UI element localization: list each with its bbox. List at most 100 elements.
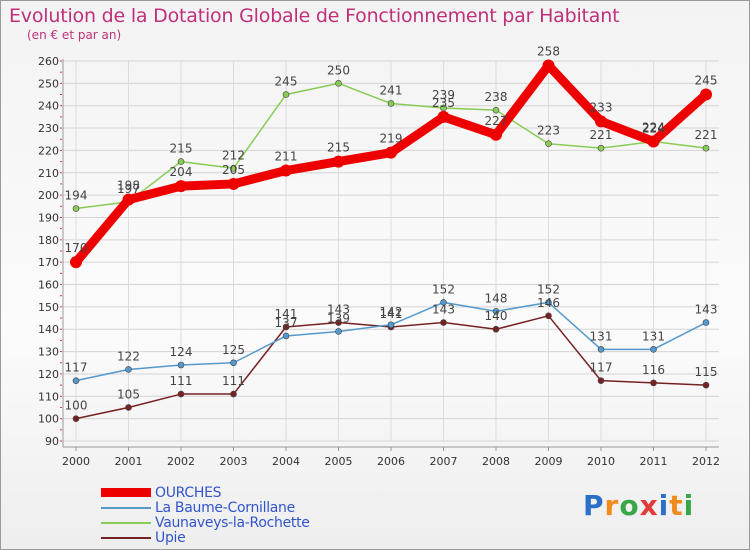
data-point xyxy=(230,164,237,172)
data-label: 100 xyxy=(65,399,88,413)
y-tick-label: 200 xyxy=(38,189,59,202)
y-tick-label: 260 xyxy=(38,55,59,68)
y-tick-label: 100 xyxy=(38,413,59,426)
data-label: 233 xyxy=(590,100,613,114)
data-label: 170 xyxy=(65,241,88,255)
data-point xyxy=(490,128,502,141)
x-tick-label: 2001 xyxy=(115,455,143,468)
data-label: 221 xyxy=(695,128,718,142)
data-point xyxy=(542,59,555,72)
legend-swatch xyxy=(101,506,151,509)
y-tick-label: 190 xyxy=(38,211,59,224)
data-label: 224 xyxy=(642,120,665,134)
x-tick-label: 2006 xyxy=(377,455,405,468)
data-point xyxy=(492,106,500,114)
data-point xyxy=(332,155,345,168)
x-tick-label: 2003 xyxy=(220,455,248,468)
data-point xyxy=(650,379,657,387)
data-point xyxy=(72,377,80,384)
data-label: 211 xyxy=(275,150,298,164)
data-labels: 100 105 111 111 141 143 141 143 140 146 117 116 115 1… xyxy=(65,44,718,412)
legend-label: Vaunaveys-la-Rochette xyxy=(155,514,310,531)
chart-subtitle: (en € et par an) xyxy=(27,28,122,42)
x-tick-label: 2008 xyxy=(482,455,510,468)
y-tick-label: 230 xyxy=(38,122,59,135)
data-label: 215 xyxy=(327,141,350,155)
data-point xyxy=(230,359,237,367)
legend-item: OURCHES xyxy=(101,484,310,501)
data-label: 124 xyxy=(170,345,193,359)
data-label: 111 xyxy=(222,374,245,388)
data-label: 139 xyxy=(327,311,350,325)
chart-title: Evolution de la Dotation Globale de Fonc… xyxy=(9,5,620,27)
data-point xyxy=(492,325,500,333)
x-tick-label: 2005 xyxy=(325,455,353,468)
data-label: 143 xyxy=(695,303,718,317)
y-tick-label: 110 xyxy=(38,390,59,403)
x-tick-label: 2011 xyxy=(640,455,668,468)
data-point xyxy=(545,140,552,148)
data-point xyxy=(597,346,605,353)
legend-label: Upie xyxy=(155,529,186,546)
data-point xyxy=(335,319,342,326)
proxiti-logo: Proxiti xyxy=(583,489,695,522)
data-label: 142 xyxy=(380,305,403,319)
data-label: 245 xyxy=(695,74,718,88)
data-point xyxy=(282,323,290,331)
data-point xyxy=(230,390,237,398)
data-point xyxy=(650,346,657,353)
data-point xyxy=(387,100,395,107)
data-label: 116 xyxy=(642,363,665,377)
data-label: 141 xyxy=(380,307,403,321)
data-label: 258 xyxy=(537,44,560,58)
data-label: 212 xyxy=(222,148,245,162)
data-label: 245 xyxy=(275,75,298,89)
data-label: 227 xyxy=(485,114,508,128)
data-label: 205 xyxy=(222,163,245,177)
x-tick-label: 2009 xyxy=(535,455,563,468)
y-tick-label: 220 xyxy=(38,144,59,157)
data-point xyxy=(282,91,290,98)
data-point xyxy=(702,319,710,326)
data-label: 224 xyxy=(642,121,665,135)
data-point xyxy=(72,415,80,422)
data-point xyxy=(385,146,397,159)
series-points xyxy=(70,59,712,422)
data-label: 143 xyxy=(327,303,350,317)
y-tick-label: 170 xyxy=(38,256,59,269)
y-tick-label: 180 xyxy=(38,234,59,247)
legend-label: OURCHES xyxy=(155,484,222,501)
x-tick-label: 2012 xyxy=(692,455,720,468)
data-point xyxy=(177,158,185,165)
data-label: 111 xyxy=(170,374,193,388)
data-point xyxy=(597,144,605,152)
data-point xyxy=(70,256,82,269)
y-tick-label: 250 xyxy=(38,77,59,90)
data-label: 152 xyxy=(432,282,455,296)
data-point xyxy=(387,321,395,329)
y-tick-label: 140 xyxy=(38,323,59,336)
data-point xyxy=(72,205,80,212)
axes xyxy=(60,59,719,451)
data-label: 131 xyxy=(590,329,613,343)
data-label: 223 xyxy=(537,124,560,138)
data-point xyxy=(177,361,185,369)
data-point xyxy=(545,312,552,320)
data-label: 235 xyxy=(432,96,455,110)
data-point xyxy=(702,381,710,389)
y-tick-label: 120 xyxy=(38,368,59,381)
data-label: 122 xyxy=(117,349,140,363)
data-label: 125 xyxy=(222,343,245,357)
data-label: 148 xyxy=(485,291,508,305)
data-label: 215 xyxy=(170,142,193,156)
legend-swatch xyxy=(101,536,151,539)
data-point xyxy=(282,332,290,340)
data-label: 198 xyxy=(117,179,140,193)
data-point xyxy=(175,180,187,193)
data-point xyxy=(440,299,447,306)
data-label: 152 xyxy=(537,282,560,296)
data-label: 131 xyxy=(642,329,665,343)
x-tick-label: 2004 xyxy=(272,455,300,468)
data-point xyxy=(125,404,132,411)
